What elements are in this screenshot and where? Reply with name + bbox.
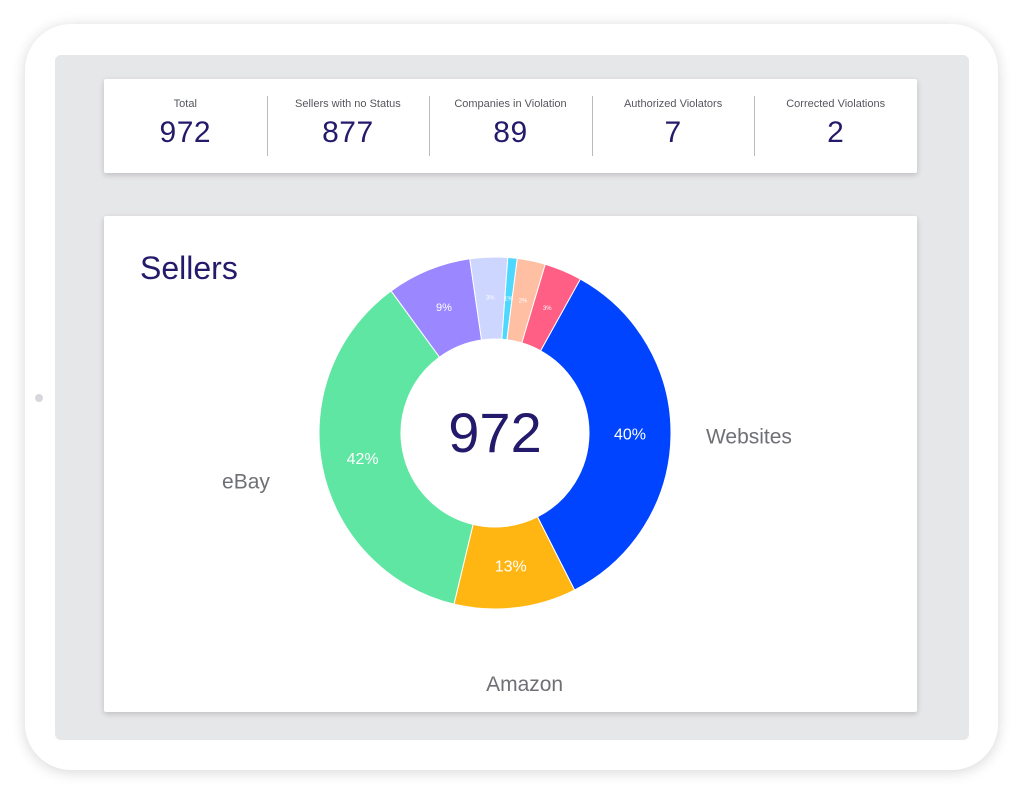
stat-label: Total	[173, 98, 197, 110]
chart-title: Sellers	[140, 250, 238, 286]
slice-percent-label: 9%	[436, 302, 452, 314]
stat-authorized-violators[interactable]: Authorized Violators 7	[591, 96, 755, 156]
donut-category-labels: Websites Amazon eBay	[222, 425, 792, 696]
slice-percent-label: 40%	[614, 427, 646, 444]
stat-total[interactable]: Total 972	[104, 96, 267, 156]
stat-value: 877	[322, 116, 374, 149]
stat-corrected-violations[interactable]: Corrected Violations 2	[754, 96, 917, 156]
slice-percent-label: 1%	[504, 296, 513, 302]
slice-category-label: Websites	[706, 425, 792, 448]
stat-value: 2	[827, 116, 845, 149]
slice-percent-label: 42%	[347, 451, 379, 468]
stat-label: Corrected Violations	[786, 98, 886, 110]
stat-value: 972	[159, 116, 212, 149]
stat-sellers-no-status[interactable]: Sellers with no Status 877	[266, 96, 430, 156]
donut-slices	[318, 256, 672, 610]
stat-value: 7	[664, 116, 682, 149]
slice-percent-label: 3%	[486, 296, 495, 302]
donut-percent-labels: 40% 13% 42% 9% 3% 1% 2% 3%	[347, 296, 646, 576]
tablet-camera-dot	[35, 394, 43, 402]
stat-label: Authorized Violators	[623, 98, 723, 110]
stat-label: Sellers with no Status	[295, 98, 401, 110]
slice-percent-label: 13%	[495, 558, 527, 575]
slice-category-label: Amazon	[486, 673, 563, 696]
donut-slice[interactable]	[521, 263, 582, 352]
donut-slice[interactable]	[536, 278, 672, 591]
sellers-chart-card: Sellers 40% 13% 42% 9% 3% 1% 2% 3% Websites Amaz…	[104, 216, 917, 712]
stat-companies-in-violation[interactable]: Companies in Violation 89	[429, 96, 592, 156]
sellers-donut-chart: 40% 13% 42% 9% 3% 1% 2% 3% Websites Amazon eBay 9…	[222, 256, 792, 696]
slice-percent-label: 3%	[543, 306, 552, 312]
stat-value: 89	[493, 116, 528, 149]
slice-category-label: eBay	[222, 471, 270, 494]
slice-percent-label: 2%	[519, 298, 528, 304]
stats-summary-card: Total 972 Sellers with no Status 877 Com…	[104, 79, 917, 173]
donut-slice[interactable]	[318, 290, 474, 605]
donut-center-value: 972	[448, 401, 541, 464]
stat-label: Companies in Violation	[454, 98, 567, 110]
